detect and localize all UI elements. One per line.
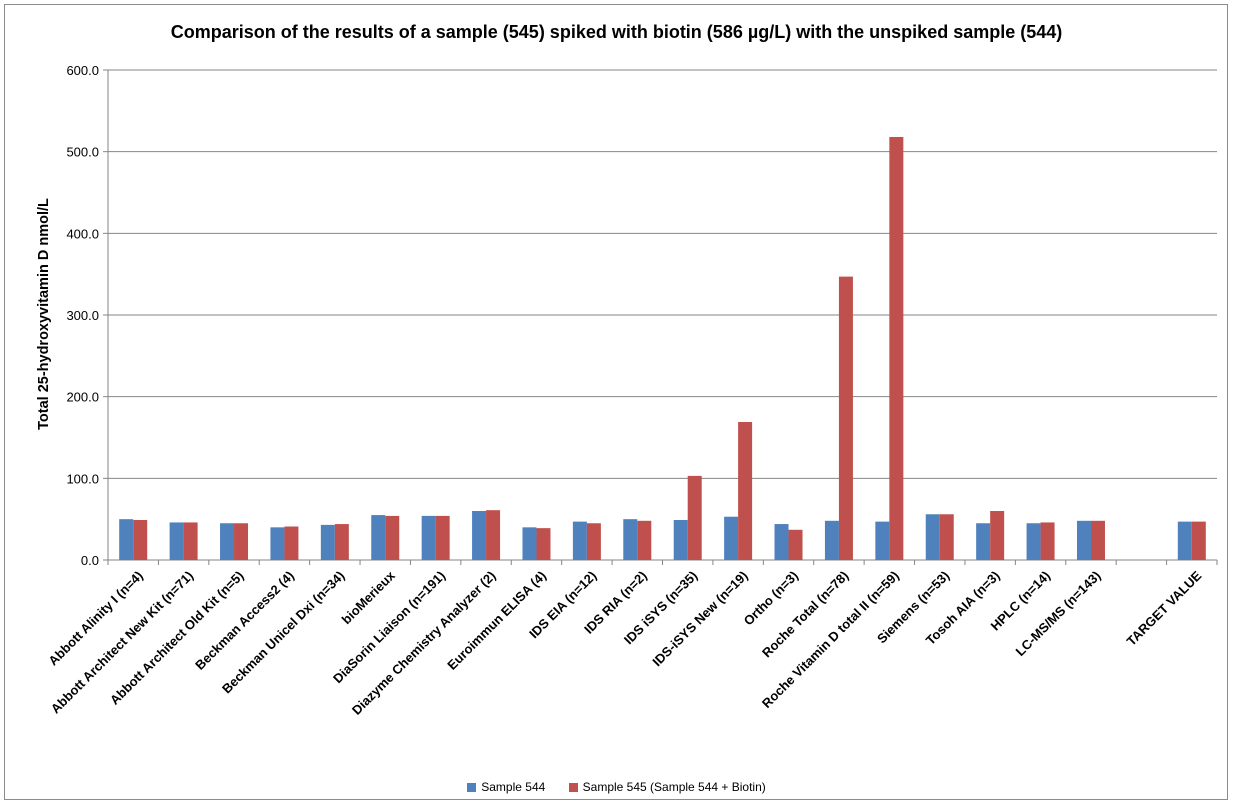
bar-sample-545 xyxy=(838,276,853,560)
legend-swatch-sample-544 xyxy=(467,782,477,792)
y-tick-label: 200.0 xyxy=(66,390,99,405)
y-tick-label: 100.0 xyxy=(66,471,99,486)
bar-sample-544 xyxy=(572,521,587,560)
x-tick-label: Abbott Alinity I (n=4) xyxy=(45,568,145,668)
x-tick-label: Beckman Access2 (4) xyxy=(192,568,297,673)
legend-item-sample-544: Sample 544 xyxy=(467,780,545,794)
bar-sample-545 xyxy=(687,475,702,560)
bar-sample-544 xyxy=(320,524,335,560)
bar-sample-545 xyxy=(486,510,501,560)
bar-sample-545 xyxy=(234,523,249,560)
bar-sample-545 xyxy=(738,421,753,560)
bar-sample-544 xyxy=(1076,520,1091,560)
bar-sample-545 xyxy=(1191,521,1206,560)
bar-sample-545 xyxy=(939,514,954,560)
bar-sample-544 xyxy=(724,516,739,560)
bar-sample-545 xyxy=(1040,522,1055,560)
chart-frame xyxy=(4,4,1228,800)
bar-sample-545 xyxy=(889,136,904,560)
y-tick-label: 300.0 xyxy=(66,308,99,323)
legend-label-sample-544: Sample 544 xyxy=(481,780,546,794)
bar-sample-544 xyxy=(270,527,285,560)
legend-swatch-sample-545 xyxy=(568,782,578,792)
bar-sample-544 xyxy=(925,514,940,560)
bar-sample-544 xyxy=(169,522,184,560)
bar-sample-544 xyxy=(1026,523,1041,560)
bar-sample-544 xyxy=(119,519,134,560)
bar-sample-545 xyxy=(990,511,1005,560)
x-tick-label: Euroimmun ELISA (4) xyxy=(444,568,549,673)
y-tick-label: 600.0 xyxy=(66,63,99,78)
y-tick-label: 500.0 xyxy=(66,145,99,160)
bar-sample-544 xyxy=(421,515,436,560)
bar-sample-545 xyxy=(183,522,198,560)
x-tick-label: TARGET VALUE xyxy=(1124,568,1205,649)
legend-item-sample-545: Sample 545 (Sample 544 + Biotin) xyxy=(568,780,766,794)
x-tick-label: Roche Total (n=78) xyxy=(759,568,851,660)
bar-sample-545 xyxy=(1090,520,1105,560)
y-tick-label: 400.0 xyxy=(66,226,99,241)
bar-sample-545 xyxy=(788,529,803,560)
bar-sample-544 xyxy=(824,520,839,560)
bar-sample-544 xyxy=(472,511,487,560)
bar-sample-544 xyxy=(371,515,386,560)
bar-sample-545 xyxy=(435,515,450,560)
bar-sample-545 xyxy=(284,526,299,560)
bar-sample-545 xyxy=(536,528,551,560)
bar-sample-544 xyxy=(1177,521,1192,560)
bar-sample-544 xyxy=(875,521,890,560)
legend: Sample 544 Sample 545 (Sample 544 + Biot… xyxy=(0,780,1233,795)
bar-sample-545 xyxy=(133,519,148,560)
x-tick-label: LC-MS/MS (n=143) xyxy=(1012,568,1103,659)
bar-sample-544 xyxy=(976,523,991,560)
bar-sample-544 xyxy=(220,523,235,560)
y-tick-label: 0.0 xyxy=(81,553,99,568)
bar-sample-544 xyxy=(673,519,688,560)
bar-sample-544 xyxy=(623,519,638,560)
legend-label-sample-545: Sample 545 (Sample 544 + Biotin) xyxy=(582,780,766,794)
chart-title: Comparison of the results of a sample (5… xyxy=(170,22,1063,42)
bar-sample-544 xyxy=(522,527,537,560)
bar-sample-544 xyxy=(774,524,789,560)
bar-sample-545 xyxy=(385,515,400,560)
x-tick-label: IDS-iSYS New (n=19) xyxy=(649,568,750,669)
bar-sample-545 xyxy=(334,524,349,560)
bar-sample-545 xyxy=(637,520,652,560)
bar-sample-545 xyxy=(586,523,601,560)
